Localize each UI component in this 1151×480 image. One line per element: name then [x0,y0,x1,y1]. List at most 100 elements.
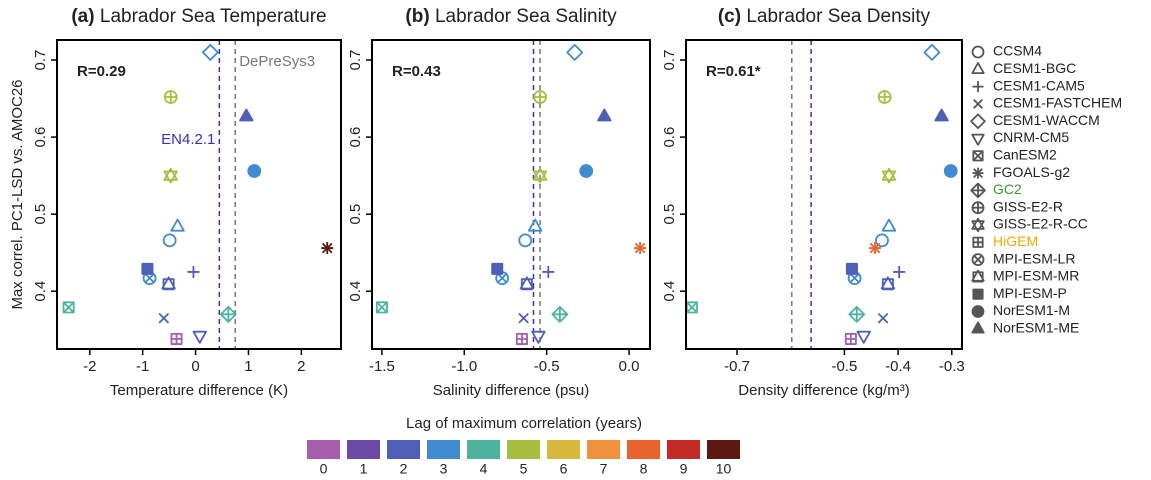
lag-label: 10 [716,461,732,477]
x-tick-label: -0.4 [885,358,911,375]
marker [170,218,185,232]
lag-swatch [347,440,380,459]
marker [527,218,543,232]
lag-swatch [667,440,700,459]
marker [971,321,985,334]
lag-swatch [587,440,620,459]
x-tick-label: -0.7 [724,358,750,375]
lag-swatch [427,440,460,459]
marker [972,81,984,93]
marker [856,330,871,344]
x-tick-label: 0 [191,358,199,375]
x-axis-label: Temperature difference (K) [110,382,288,399]
panel-title: (a) Labrador Sea Temperature [71,6,326,27]
marker [532,167,548,184]
plot-frame [685,39,963,350]
marker [934,108,949,122]
marker [971,45,985,59]
marker [880,276,896,291]
x-axis-label: Density difference (kg/m³) [738,382,909,399]
marker [634,242,647,255]
reference-label: EN4.2.1 [161,131,215,148]
marker [971,269,985,283]
panel-title-text: Labrador Sea Density [746,6,930,27]
x-tick-label: -1.5 [369,358,395,375]
y-tick-label: 0.6 [32,127,49,148]
marker [533,90,547,104]
lag-swatch [387,440,420,459]
marker [970,113,986,129]
marker [518,233,533,248]
marker [973,98,983,109]
panel-title: (b) Labrador Sea Salinity [405,6,617,27]
panel-label: (a) [71,6,94,27]
marker [531,330,546,344]
correlation-annotation: R=0.29 [77,63,126,80]
panel-title: (c) Labrador Sea Density [718,6,931,27]
y-tick-label: 0.5 [347,204,364,225]
y-tick-label: 0.6 [661,127,678,148]
marker [163,167,178,184]
y-tick-label: 0.4 [32,281,49,302]
x-tick-label: -1 [136,358,149,375]
marker [971,305,985,318]
x-tick-label: -2 [83,358,96,375]
x-tick-label: 2 [297,358,305,375]
x-tick-label: -1.0 [451,358,477,375]
marker [971,253,985,266]
marker [869,242,882,255]
marker [566,43,584,61]
lag-label: 3 [440,461,448,477]
lag-label: 8 [640,461,648,477]
marker [971,201,985,215]
legend-label: HiGEM [993,233,1038,249]
marker [597,108,612,122]
lag-swatch [467,440,500,459]
y-tick-label: 0.7 [661,50,678,71]
marker [970,182,986,199]
marker [158,312,170,324]
marker [239,108,254,122]
marker [375,301,388,314]
marker [551,305,569,323]
lag-swatch [507,440,540,459]
lag-label: 1 [360,461,368,477]
marker [943,164,958,178]
y-axis-label: Max correl. PC1-LSD vs. AMOC26 [9,79,26,309]
legend-label: MPI-ESM-LR [993,250,1075,266]
marker [848,305,866,323]
legend-label: CanESM2 [993,147,1057,163]
marker [971,62,985,75]
marker [519,276,535,291]
lag-label: 0 [320,461,328,477]
marker [881,167,897,184]
panel-label: (c) [718,6,741,27]
marker [161,276,176,291]
panel-label: (b) [405,6,429,27]
plot-frame [371,39,651,350]
lag-swatch [307,440,340,459]
lag-label: 5 [520,461,528,477]
legend-label: CESM1-BGC [993,60,1076,76]
reference-label: DePreSys3 [239,53,315,70]
marker [163,90,178,104]
marker [321,242,334,255]
y-tick-label: 0.4 [347,281,364,302]
marker [971,217,985,233]
legend-label: CCSM4 [993,43,1042,59]
y-tick-label: 0.7 [32,50,49,71]
marker [685,301,698,314]
lag-label: 9 [680,461,688,477]
marker [893,265,906,278]
x-axis-label: Salinity difference (psu) [433,382,589,399]
marker [579,164,594,178]
legend-label: CESM1-WACCM [993,112,1100,128]
legend-label: FGOALS-g2 [993,164,1070,180]
marker [542,265,555,278]
y-tick-label: 0.5 [661,204,678,225]
lag-label: 4 [480,461,488,477]
marker [491,262,504,275]
legend-label: GISS-E2-R-CC [993,216,1088,232]
marker [62,301,75,314]
